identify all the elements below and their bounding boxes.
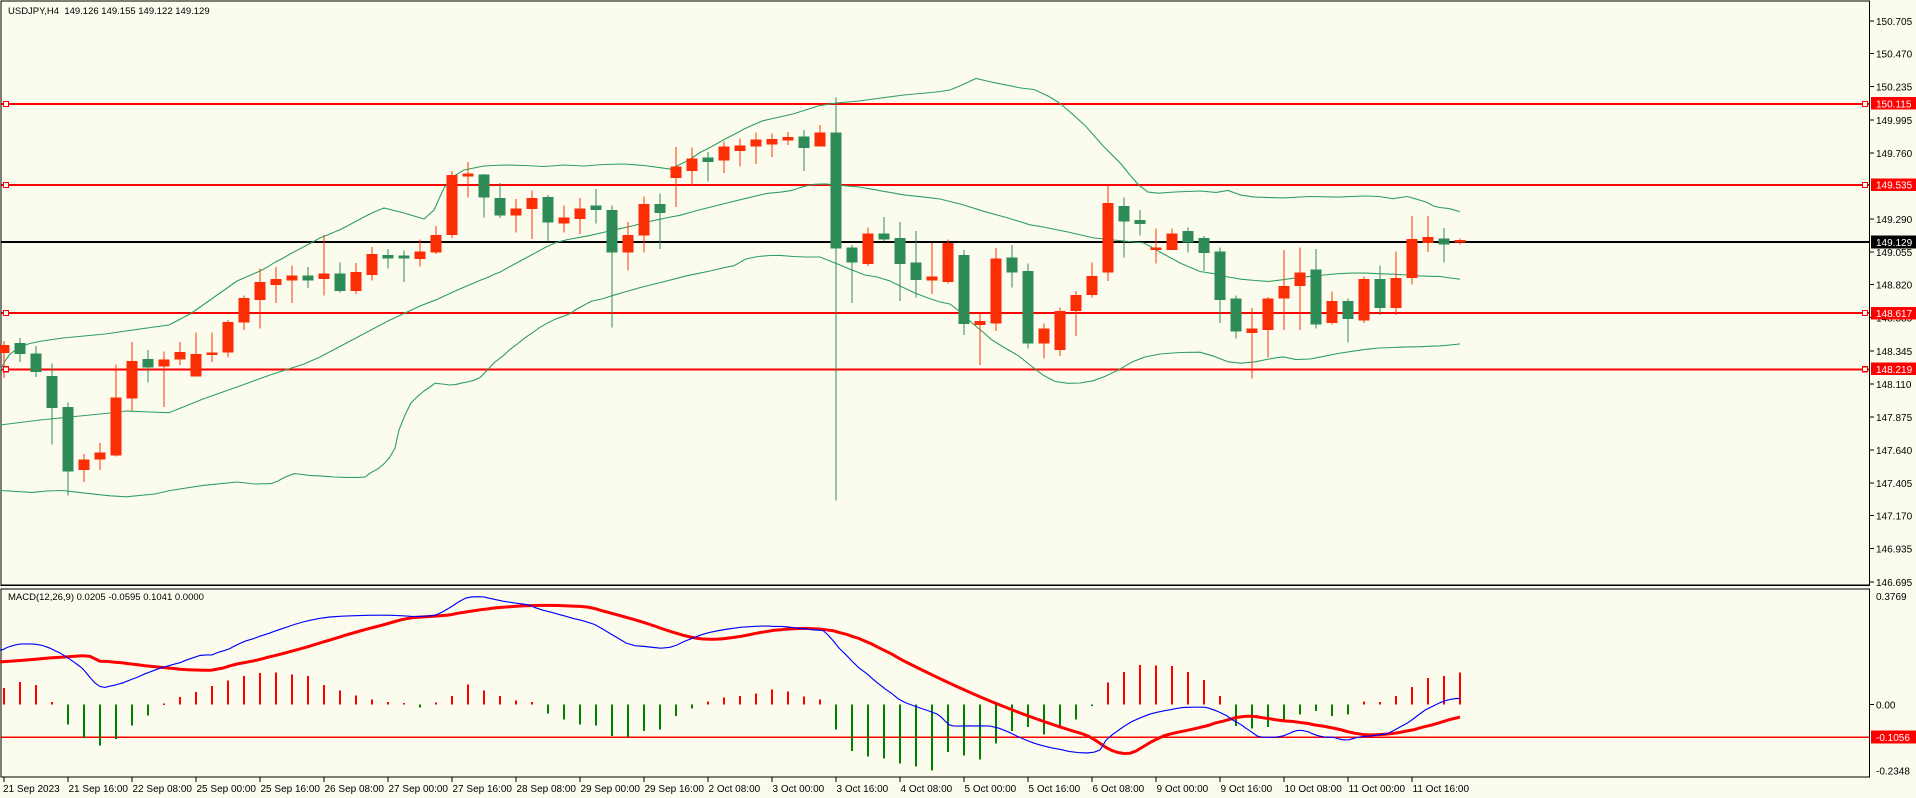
svg-text:10 Oct 08:00: 10 Oct 08:00 — [1285, 784, 1343, 795]
svg-text:146.695: 146.695 — [1876, 578, 1913, 589]
svg-text:27 Sep 16:00: 27 Sep 16:00 — [453, 784, 513, 795]
svg-text:4 Oct 08:00: 4 Oct 08:00 — [901, 784, 953, 795]
svg-text:149.535: 149.535 — [1876, 181, 1913, 192]
svg-text:29 Sep 16:00: 29 Sep 16:00 — [645, 784, 705, 795]
svg-text:22 Sep 08:00: 22 Sep 08:00 — [133, 784, 193, 795]
svg-text:149.995: 149.995 — [1876, 116, 1913, 127]
svg-text:29 Sep 00:00: 29 Sep 00:00 — [581, 784, 641, 795]
svg-text:150.470: 150.470 — [1876, 50, 1913, 61]
svg-text:149.290: 149.290 — [1876, 215, 1913, 226]
svg-text:21 Sep 16:00: 21 Sep 16:00 — [69, 784, 129, 795]
svg-text:149.055: 149.055 — [1876, 248, 1913, 259]
svg-text:-0.1056: -0.1056 — [1876, 733, 1910, 744]
svg-text:25 Sep 00:00: 25 Sep 00:00 — [197, 784, 257, 795]
svg-text:11 Oct 00:00: 11 Oct 00:00 — [1349, 784, 1406, 795]
svg-text:5 Oct 16:00: 5 Oct 16:00 — [1029, 784, 1081, 795]
svg-text:146.935: 146.935 — [1876, 545, 1913, 556]
svg-text:9 Oct 16:00: 9 Oct 16:00 — [1221, 784, 1273, 795]
svg-text:2 Oct 08:00: 2 Oct 08:00 — [709, 784, 761, 795]
svg-text:3 Oct 16:00: 3 Oct 16:00 — [837, 784, 889, 795]
svg-text:147.640: 147.640 — [1876, 446, 1913, 457]
svg-text:3 Oct 00:00: 3 Oct 00:00 — [773, 784, 825, 795]
svg-text:11 Oct 16:00: 11 Oct 16:00 — [1413, 784, 1470, 795]
svg-text:21 Sep 2023: 21 Sep 2023 — [3, 784, 60, 795]
svg-text:27 Sep 00:00: 27 Sep 00:00 — [389, 784, 449, 795]
svg-text:147.405: 147.405 — [1876, 479, 1913, 490]
svg-text:-0.2348: -0.2348 — [1876, 767, 1910, 778]
svg-text:6 Oct 08:00: 6 Oct 08:00 — [1093, 784, 1145, 795]
svg-text:MACD(12,26,9) 0.0205 -0.0595 0: MACD(12,26,9) 0.0205 -0.0595 0.1041 0.00… — [8, 592, 204, 603]
svg-text:148.110: 148.110 — [1876, 380, 1912, 391]
svg-text:150.705: 150.705 — [1876, 17, 1913, 28]
svg-text:147.170: 147.170 — [1876, 512, 1913, 523]
svg-text:148.820: 148.820 — [1876, 281, 1913, 292]
svg-text:148.345: 148.345 — [1876, 347, 1913, 358]
svg-text:149.129: 149.129 — [1876, 238, 1913, 249]
svg-text:148.219: 148.219 — [1876, 365, 1913, 376]
svg-text:150.235: 150.235 — [1876, 83, 1913, 94]
svg-text:26 Sep 08:00: 26 Sep 08:00 — [325, 784, 385, 795]
svg-text:149.760: 149.760 — [1876, 149, 1913, 160]
svg-text:9 Oct 00:00: 9 Oct 00:00 — [1157, 784, 1209, 795]
svg-text:148.617: 148.617 — [1876, 309, 1913, 320]
svg-text:0.3769: 0.3769 — [1876, 592, 1907, 603]
svg-text:147.875: 147.875 — [1876, 413, 1913, 424]
svg-text:5 Oct 00:00: 5 Oct 00:00 — [965, 784, 1017, 795]
svg-text:28 Sep 08:00: 28 Sep 08:00 — [517, 784, 577, 795]
svg-text:25 Sep 16:00: 25 Sep 16:00 — [261, 784, 321, 795]
svg-text:0.00: 0.00 — [1876, 700, 1896, 711]
svg-text:150.115: 150.115 — [1876, 99, 1912, 110]
svg-text:USDJPY,H4 149.126 149.155 149: USDJPY,H4 149.126 149.155 149.122 149.12… — [8, 6, 210, 17]
